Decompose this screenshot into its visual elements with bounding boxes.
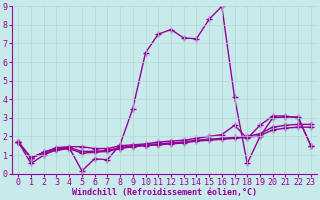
X-axis label: Windchill (Refroidissement éolien,°C): Windchill (Refroidissement éolien,°C) xyxy=(72,188,257,197)
